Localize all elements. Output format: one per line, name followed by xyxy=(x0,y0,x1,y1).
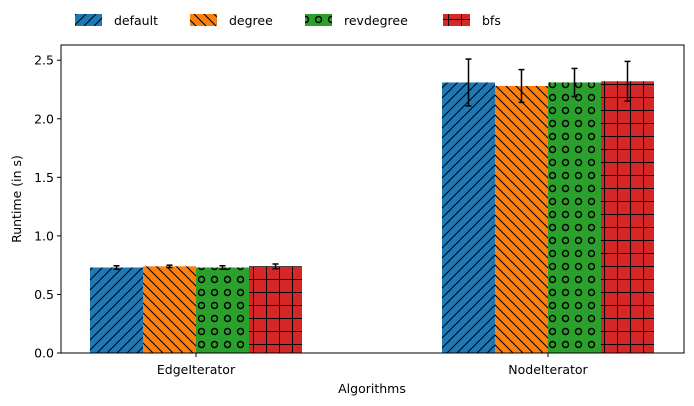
legend-swatch-hatch xyxy=(75,14,102,26)
bar-hatch-revdegree-EdgeIterator xyxy=(196,267,249,353)
x-tick-label: NodeIterator xyxy=(508,362,588,377)
y-tick-label: 0.0 xyxy=(34,346,54,361)
x-tick-label: EdgeIterator xyxy=(157,362,236,377)
y-axis-ticks: 0.0 0.5 1.0 1.5 2.0 2.5 xyxy=(34,53,61,361)
legend-label-degree: degree xyxy=(229,13,273,28)
y-tick-label: 1.5 xyxy=(34,170,54,185)
bar-hatch-default-EdgeIterator xyxy=(90,267,143,353)
bars xyxy=(90,81,654,354)
x-axis-ticks: EdgeIterator NodeIterator xyxy=(157,353,589,377)
legend-label-revdegree: revdegree xyxy=(344,13,408,28)
y-axis-label: Runtime (in s) xyxy=(9,155,24,243)
y-tick-label: 0.5 xyxy=(34,287,54,302)
y-tick-label: 2.0 xyxy=(34,111,54,126)
y-tick-label: 1.0 xyxy=(34,228,54,243)
legend-label-bfs: bfs xyxy=(482,13,501,28)
axes-frame xyxy=(60,44,685,354)
x-axis-label: Algorithms xyxy=(338,381,406,396)
bar-hatch-bfs-NodeIterator xyxy=(601,81,654,353)
legend-swatch-hatch xyxy=(443,14,470,26)
error-bars xyxy=(113,58,631,271)
legend-swatch-hatch xyxy=(305,14,332,26)
legend-swatch-hatch xyxy=(190,14,217,26)
y-tick-label: 2.5 xyxy=(34,53,54,68)
bar-hatch-bfs-EdgeIterator xyxy=(249,266,302,353)
legend-label-default: default xyxy=(114,13,158,28)
bar-hatch-default-NodeIterator xyxy=(442,82,495,354)
bar-hatch-degree-EdgeIterator xyxy=(143,266,196,353)
bar-hatch-revdegree-NodeIterator xyxy=(548,82,601,354)
legend: default degree revdegree bfs xyxy=(75,13,501,28)
bar-hatch-degree-NodeIterator xyxy=(495,85,548,354)
